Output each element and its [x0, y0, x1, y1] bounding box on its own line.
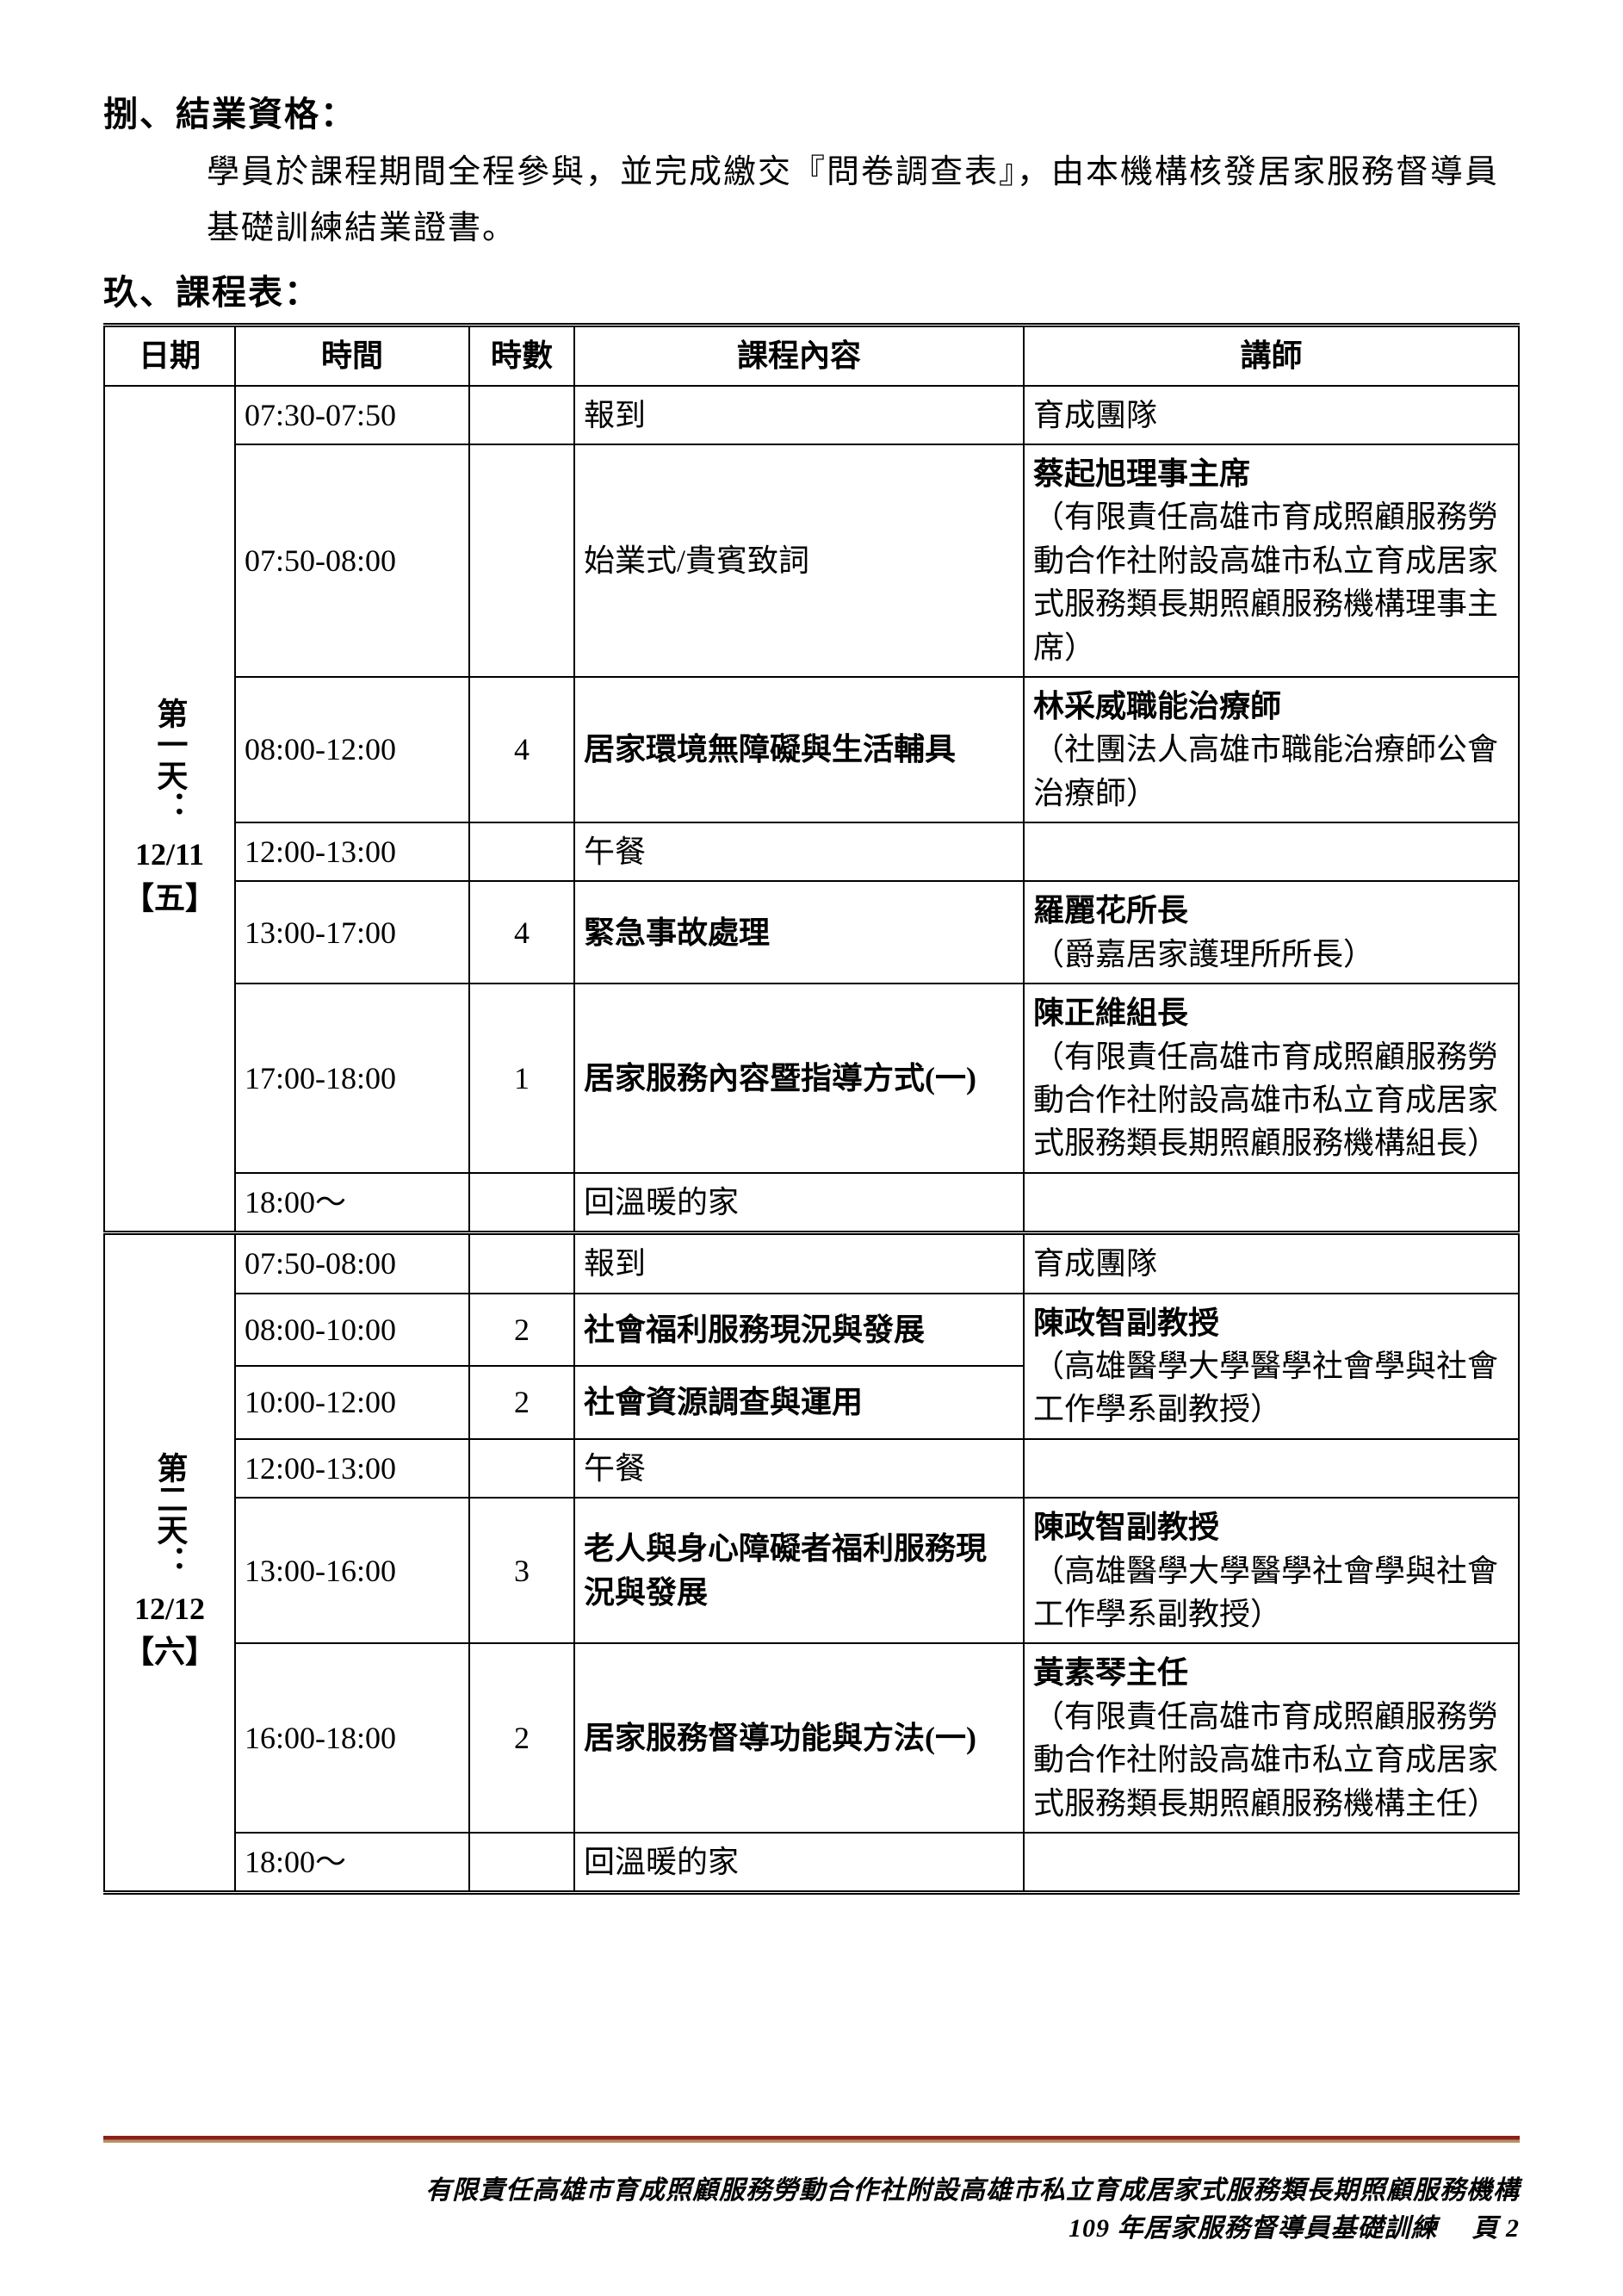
table-row: 13:00-17:004緊急事故處理羅麗花所長（爵嘉居家護理所所長）	[104, 881, 1519, 984]
hours-cell	[469, 444, 574, 677]
lecturer-cell	[1024, 1173, 1519, 1233]
time-cell: 13:00-16:00	[235, 1498, 469, 1643]
lecturer-cell: 羅麗花所長（爵嘉居家護理所所長）	[1024, 881, 1519, 984]
course-cell: 居家環境無障礙與生活輔具	[574, 677, 1024, 822]
time-cell: 12:00-13:00	[235, 822, 469, 881]
course-cell: 社會資源調查與運用	[574, 1366, 1024, 1439]
th-hours: 時數	[469, 326, 574, 386]
lecturer-cell	[1024, 1439, 1519, 1498]
lecturer-cell: 林采威職能治療師（社團法人高雄市職能治療師公會治療師）	[1024, 677, 1519, 822]
course-cell: 午餐	[574, 1439, 1024, 1498]
table-row: 第一天：12/11【五】07:30-07:50報到育成團隊	[104, 386, 1519, 444]
section-8-heading: 捌、結業資格：	[103, 86, 1520, 136]
lecturer-cell: 育成團隊	[1024, 386, 1519, 444]
lecturer-cell: 黃素琴主任（有限責任高雄市育成照顧服務勞動合作社附設高雄市私立育成居家式服務類長…	[1024, 1643, 1519, 1833]
section-8-body: 學員於課程期間全程參與，並完成繳交『問卷調查表』，由本機構核發居家服務督導員基礎…	[103, 145, 1520, 256]
time-cell: 07:50-08:00	[235, 444, 469, 677]
footer-text: 有限責任高雄市育成照顧服務勞動合作社附設高雄市私立育成居家式服務類長期照顧服務機…	[103, 2169, 1520, 2244]
time-cell: 18:00～	[235, 1173, 469, 1233]
schedule-table: 日期 時間 時數 課程內容 講師 第一天：12/11【五】07:30-07:50…	[103, 323, 1520, 1895]
hours-cell: 4	[469, 677, 574, 822]
course-cell: 居家服務督導功能與方法(一)	[574, 1643, 1024, 1833]
page-footer: 有限責任高雄市育成照顧服務勞動合作社附設高雄市私立育成居家式服務類長期照顧服務機…	[103, 2136, 1520, 2244]
hours-cell: 2	[469, 1366, 574, 1439]
footer-line1: 有限責任高雄市育成照顧服務勞動合作社附設高雄市私立育成居家式服務類長期照顧服務機…	[103, 2169, 1520, 2206]
hours-cell	[469, 1439, 574, 1498]
time-cell: 17:00-18:00	[235, 984, 469, 1173]
hours-cell	[469, 822, 574, 881]
course-cell: 始業式/貴賓致詞	[574, 444, 1024, 677]
th-course: 課程內容	[574, 326, 1024, 386]
course-cell: 回溫暖的家	[574, 1173, 1024, 1233]
footer-divider	[103, 2136, 1520, 2143]
table-row: 08:00-10:002社會福利服務現況與發展陳政智副教授（高雄醫學大學醫學社會…	[104, 1294, 1519, 1367]
table-row: 12:00-13:00 午餐	[104, 1439, 1519, 1498]
hours-cell: 2	[469, 1643, 574, 1833]
hours-cell: 3	[469, 1498, 574, 1643]
table-row: 第二天：12/12【六】07:50-08:00報到育成團隊	[104, 1233, 1519, 1294]
course-cell: 回溫暖的家	[574, 1833, 1024, 1893]
time-cell: 07:50-08:00	[235, 1233, 469, 1294]
footer-line2: 109 年居家服務督導員基礎訓練	[1069, 2206, 1438, 2244]
hours-cell	[469, 386, 574, 444]
course-cell: 報到	[574, 386, 1024, 444]
course-cell: 報到	[574, 1233, 1024, 1294]
table-row: 18:00～ 回溫暖的家	[104, 1173, 1519, 1233]
day-cell: 第一天：12/11【五】	[104, 386, 235, 1233]
hours-cell	[469, 1833, 574, 1893]
table-row: 17:00-18:001居家服務內容暨指導方式(一)陳正維組長（有限責任高雄市育…	[104, 984, 1519, 1173]
lecturer-cell: 陳政智副教授（高雄醫學大學醫學社會學與社會工作學系副教授）	[1024, 1294, 1519, 1439]
table-row: 16:00-18:002居家服務督導功能與方法(一)黃素琴主任（有限責任高雄市育…	[104, 1643, 1519, 1833]
lecturer-cell	[1024, 822, 1519, 881]
time-cell: 18:00～	[235, 1833, 469, 1893]
course-cell: 老人與身心障礙者福利服務現況與發展	[574, 1498, 1024, 1643]
time-cell: 07:30-07:50	[235, 386, 469, 444]
time-cell: 08:00-10:00	[235, 1294, 469, 1367]
table-row: 08:00-12:004居家環境無障礙與生活輔具林采威職能治療師（社團法人高雄市…	[104, 677, 1519, 822]
time-cell: 16:00-18:00	[235, 1643, 469, 1833]
page: 捌、結業資格： 學員於課程期間全程參與，並完成繳交『問卷調查表』，由本機構核發居…	[0, 0, 1623, 2296]
th-time: 時間	[235, 326, 469, 386]
table-row: 12:00-13:00 午餐	[104, 822, 1519, 881]
lecturer-cell: 育成團隊	[1024, 1233, 1519, 1294]
hours-cell	[469, 1233, 574, 1294]
hours-cell	[469, 1173, 574, 1233]
day-cell: 第二天：12/12【六】	[104, 1233, 235, 1893]
course-cell: 緊急事故處理	[574, 881, 1024, 984]
hours-cell: 1	[469, 984, 574, 1173]
th-date: 日期	[104, 326, 235, 386]
table-header-row: 日期 時間 時數 課程內容 講師	[104, 326, 1519, 386]
lecturer-cell	[1024, 1833, 1519, 1893]
section-9-heading: 玖、課程表：	[103, 264, 1520, 314]
time-cell: 10:00-12:00	[235, 1366, 469, 1439]
hours-cell: 2	[469, 1294, 574, 1367]
lecturer-cell: 陳政智副教授（高雄醫學大學醫學社會學與社會工作學系副教授）	[1024, 1498, 1519, 1643]
time-cell: 12:00-13:00	[235, 1439, 469, 1498]
table-row: 07:50-08:00 始業式/貴賓致詞蔡起旭理事主席（有限責任高雄市育成照顧服務…	[104, 444, 1519, 677]
course-cell: 社會福利服務現況與發展	[574, 1294, 1024, 1367]
footer-page-number: 頁 2	[1472, 2206, 1521, 2244]
lecturer-cell: 蔡起旭理事主席（有限責任高雄市育成照顧服務勞動合作社附設高雄市私立育成居家式服務…	[1024, 444, 1519, 677]
course-cell: 午餐	[574, 822, 1024, 881]
time-cell: 08:00-12:00	[235, 677, 469, 822]
time-cell: 13:00-17:00	[235, 881, 469, 984]
lecturer-cell: 陳正維組長（有限責任高雄市育成照顧服務勞動合作社附設高雄市私立育成居家式服務類長…	[1024, 984, 1519, 1173]
table-row: 18:00～ 回溫暖的家	[104, 1833, 1519, 1893]
table-row: 13:00-16:003老人與身心障礙者福利服務現況與發展陳政智副教授（高雄醫學…	[104, 1498, 1519, 1643]
th-lecturer: 講師	[1024, 326, 1519, 386]
course-cell: 居家服務內容暨指導方式(一)	[574, 984, 1024, 1173]
hours-cell: 4	[469, 881, 574, 984]
